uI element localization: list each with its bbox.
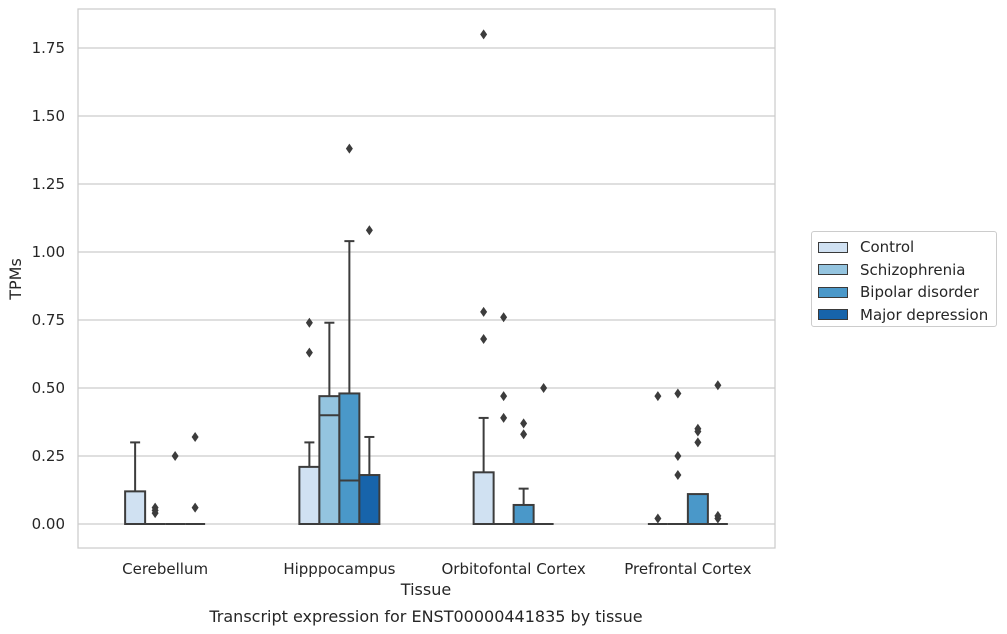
box-schizophrenia <box>667 388 688 525</box>
legend-item: Bipolar disorder <box>818 281 996 304</box>
x-axis-label: Tissue <box>400 580 451 599</box>
box-major-depression <box>707 380 728 525</box>
box-bipolar-disorder <box>686 423 709 525</box>
outlier-point <box>654 391 662 402</box>
box-major-depression <box>533 383 554 525</box>
outlier-point <box>654 513 662 524</box>
box-schizophrenia <box>493 312 514 525</box>
outlier-point <box>171 451 179 461</box>
box-schizophrenia <box>145 502 166 525</box>
box-bipolar-disorder <box>165 451 186 525</box>
outlier-point <box>365 225 373 236</box>
y-tick-label: 0.75 <box>32 311 65 329</box>
y-tick-label: 1.25 <box>32 175 65 193</box>
outlier-point <box>500 412 508 423</box>
box-body <box>298 465 321 526</box>
box-schizophrenia <box>318 321 341 525</box>
boxes-layer <box>124 29 728 526</box>
y-tick-label: 1.75 <box>32 39 65 57</box>
y-tick-label: 1.50 <box>32 107 65 125</box>
box-major-depression <box>185 431 206 525</box>
x-tick-label: Hipppocampus <box>283 560 395 578</box>
box-body <box>338 392 361 525</box>
legend-swatch <box>818 241 848 253</box>
outlier-point <box>500 391 508 402</box>
legend-label: Control <box>860 238 915 257</box>
legend-swatch <box>818 309 848 321</box>
legend-item: Schizophrenia <box>818 259 996 282</box>
box-body <box>124 490 147 525</box>
outlier-point <box>520 429 528 440</box>
box-control <box>647 391 668 525</box>
legend-item: Major depression <box>818 304 996 327</box>
x-tick-label: Prefrontal Cortex <box>624 560 751 578</box>
box-body <box>686 493 709 525</box>
y-tick-label: 0.00 <box>32 515 65 533</box>
legend-label: Schizophrenia <box>860 260 966 279</box>
box-body <box>358 474 381 526</box>
outlier-point <box>540 383 548 393</box>
y-tick-label: 0.25 <box>32 447 65 465</box>
legend-swatch <box>818 264 848 276</box>
y-tick-label: 0.50 <box>32 379 65 397</box>
box-body <box>512 503 535 525</box>
outlier-point <box>520 418 528 429</box>
legend-label: Bipolar disorder <box>860 283 979 302</box>
legend: Control Schizophrenia Bipolar disorder Majo… <box>811 231 997 327</box>
box-major-depression <box>358 225 381 526</box>
y-axis-label: TPMs <box>6 258 25 301</box>
outlier-point <box>191 431 199 442</box>
outlier-point <box>694 423 702 434</box>
outlier-point <box>345 143 353 154</box>
outlier-point <box>694 437 702 448</box>
plot-area-frame <box>77 8 776 549</box>
outlier-point <box>151 502 159 513</box>
x-axis-ticks: Cerebellum Hipppocampus Orbitofontal Corte… <box>122 560 751 578</box>
legend-item: Control <box>818 236 996 259</box>
x-tick-label: Orbitofontal Cortex <box>442 560 586 578</box>
box-bipolar-disorder <box>512 418 535 525</box>
y-axis-ticks: 0.00 0.25 0.50 0.75 1.00 1.25 1.50 1.75 <box>32 39 65 533</box>
outlier-point <box>674 388 682 399</box>
outlier-point <box>480 306 488 317</box>
outlier-point <box>714 510 722 521</box>
outlier-point <box>500 312 508 323</box>
outlier-point <box>674 470 682 481</box>
box-control <box>124 441 147 525</box>
outlier-point <box>674 451 682 461</box>
outlier-point <box>305 347 313 358</box>
outlier-point <box>191 502 199 513</box>
outlier-point <box>480 334 488 345</box>
legend-swatch <box>818 286 848 298</box>
box-control <box>472 29 495 526</box>
outlier-point <box>305 317 313 328</box>
outlier-point <box>480 29 488 40</box>
grid-lines <box>78 47 775 525</box>
legend-label: Major depression <box>860 305 989 324</box>
chart-title: Transcript expression for ENST0000044183… <box>208 607 642 626</box>
box-bipolar-disorder <box>338 143 361 525</box>
outlier-point <box>714 380 722 391</box>
box-body <box>472 471 495 526</box>
box-control <box>298 317 321 526</box>
x-tick-label: Cerebellum <box>122 560 208 578</box>
y-tick-label: 1.00 <box>32 243 65 261</box>
